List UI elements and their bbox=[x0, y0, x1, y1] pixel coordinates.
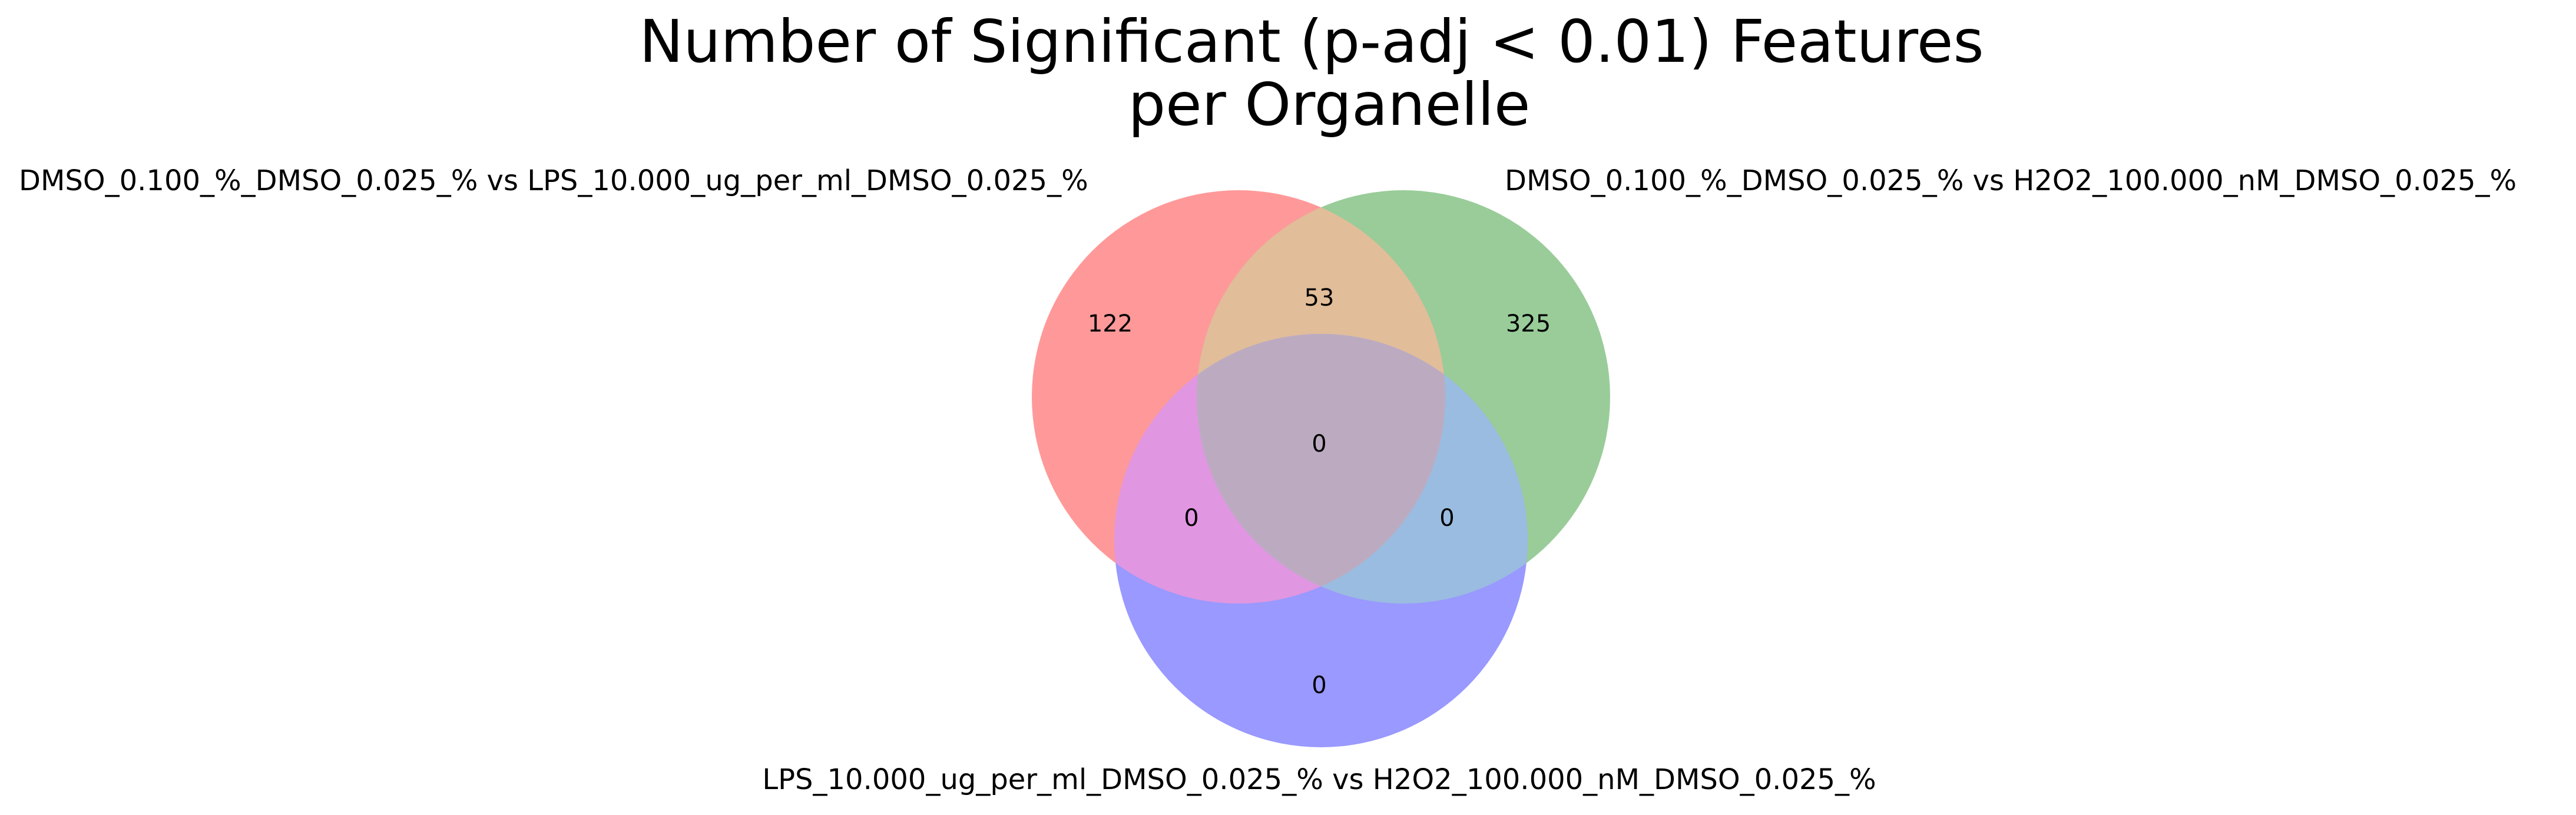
region-count-a-only: 122 bbox=[1088, 310, 1133, 337]
chart-title-line-2: per Organelle bbox=[1128, 70, 1531, 139]
region-count-abc: 0 bbox=[1312, 430, 1326, 458]
set-label-a: DMSO_0.100_%_DMSO_0.025_% vs LPS_10.000_… bbox=[19, 164, 1088, 197]
region-abc bbox=[1197, 334, 1445, 604]
set-label-b: DMSO_0.100_%_DMSO_0.025_% vs H2O2_100.00… bbox=[1505, 164, 2517, 197]
region-count-ab: 53 bbox=[1304, 284, 1335, 312]
venn-regions bbox=[1032, 190, 1610, 747]
chart-title-line-1: Number of Significant (p-adj < 0.01) Fea… bbox=[639, 7, 1984, 76]
region-count-bc: 0 bbox=[1439, 505, 1454, 532]
region-count-ac: 0 bbox=[1184, 505, 1198, 532]
region-count-c-only: 0 bbox=[1312, 672, 1326, 699]
region-count-b-only: 325 bbox=[1506, 310, 1551, 337]
set-label-c: LPS_10.000_ug_per_ml_DMSO_0.025_% vs H2O… bbox=[762, 763, 1876, 796]
